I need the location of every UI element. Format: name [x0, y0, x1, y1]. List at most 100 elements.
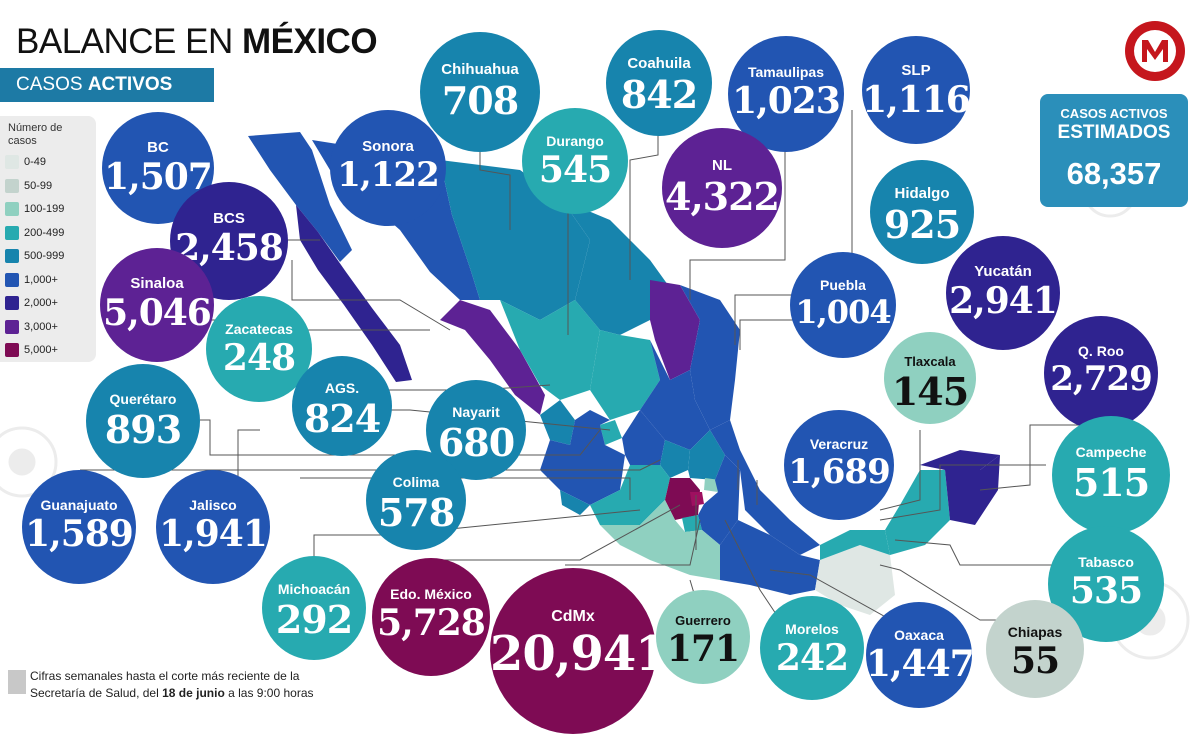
title-bold: MÉXICO [241, 22, 378, 61]
state-bubble: Zacatecas 248 [206, 296, 312, 402]
state-bubble: Querétaro 893 [86, 364, 200, 478]
legend-label: 500-999 [24, 250, 65, 262]
legend-swatch [5, 343, 19, 358]
total-label-line1: CASOS ACTIVOS [1060, 106, 1168, 121]
state-name: NL [712, 156, 732, 174]
state-name: Edo. México [390, 586, 472, 603]
state-value: 1,122 [337, 154, 439, 195]
state-value: 1,507 [104, 155, 213, 198]
region-ags [600, 420, 622, 445]
legend-label: 5,000+ [24, 344, 58, 356]
state-value: 2,729 [1050, 359, 1152, 400]
footnote-line2a: Secretaría de Salud, del [30, 686, 163, 700]
title-regular: BALANCE EN [16, 22, 233, 61]
state-name: BCS [213, 210, 245, 228]
state-value: 55 [1010, 639, 1060, 682]
state-name: Q. Roo [1078, 343, 1124, 360]
legend: Número de casos 0-49 50-99 100-199 200-499 5… [0, 116, 96, 362]
legend-item: 1,000+ [5, 272, 58, 288]
state-name: Veracruz [809, 436, 869, 453]
state-name: Zacatecas [225, 321, 293, 338]
state-bubble: NL 4,322 [662, 128, 782, 248]
state-value: 20,941 [490, 625, 669, 682]
region-sinaloa [440, 300, 545, 415]
state-name: Puebla [820, 277, 866, 294]
state-value: 2,941 [949, 280, 1058, 323]
state-bubble: Chihuahua 708 [420, 32, 540, 152]
state-name: Sinaloa [130, 275, 184, 293]
legend-label: 1,000+ [24, 273, 58, 286]
legend-label: 2,000+ [24, 297, 58, 309]
region-hidalgo [688, 430, 725, 480]
state-value: 5,728 [377, 602, 486, 645]
region-tamaulipas [680, 285, 740, 430]
region-puebla [698, 455, 740, 545]
legend-item: 5,000+ [5, 342, 58, 358]
legend-swatch [5, 272, 19, 287]
state-value: 680 [437, 420, 515, 465]
state-name: Coahuila [627, 55, 691, 73]
region-morelos [682, 515, 702, 532]
region-slp [640, 340, 710, 450]
region-zacatecas [590, 330, 660, 420]
state-bubble: Tlaxcala 145 [884, 332, 976, 424]
state-value: 708 [441, 77, 519, 123]
state-bubble: Durango 545 [522, 108, 628, 214]
region-durango [500, 300, 600, 400]
state-name: Nayarit [452, 404, 500, 420]
state-bubble: Michoacán 292 [262, 556, 366, 660]
state-name: Tabasco [1078, 553, 1134, 570]
region-chiapas [815, 545, 895, 615]
state-value: 824 [303, 396, 381, 441]
region-edomex [665, 478, 700, 520]
state-value: 5,046 [103, 292, 212, 335]
state-bubble: Guanajuato 1,589 [22, 470, 136, 584]
legend-label: 50-99 [24, 179, 53, 192]
state-bubble: SLP 1,116 [862, 36, 971, 144]
footnote-line1: Cifras semanales hasta el corte más reci… [30, 669, 300, 683]
state-value: 4,322 [665, 173, 780, 219]
legend-label: 200-499 [24, 226, 65, 239]
subtitle-bold: ACTIVOS [87, 74, 173, 95]
state-bubble: Guerrero 171 [656, 590, 750, 684]
legend-swatch [5, 202, 19, 217]
state-name: Jalisco [189, 497, 237, 514]
state-name: Querétaro [109, 391, 177, 408]
state-name: Sonora [362, 137, 414, 155]
state-value: 242 [775, 636, 849, 679]
region-bc [248, 132, 352, 262]
state-bubble: Jalisco 1,941 [156, 470, 270, 584]
footnote-line2c: a las 9:00 horas [224, 686, 314, 700]
state-bubble: CdMx 20,941 [490, 568, 669, 734]
legend-label: 100-199 [24, 203, 65, 215]
state-name: AGS. [324, 380, 360, 396]
state-name: BC [147, 138, 169, 156]
milenio-logo-icon [1125, 21, 1185, 81]
state-value: 1,116 [862, 78, 971, 121]
region-coahuila [562, 200, 668, 335]
state-value: 145 [891, 369, 969, 415]
region-queretaro [660, 440, 690, 478]
state-value: 515 [1072, 460, 1150, 506]
legend-swatch [5, 296, 19, 311]
state-bubble: AGS. 824 [292, 356, 392, 456]
state-name: Hidalgo [894, 184, 950, 202]
state-value: 1,447 [866, 643, 975, 686]
state-value: 578 [377, 490, 455, 535]
total-estimated-box: CASOS ACTIVOS ESTIMADOS 68,357 [1040, 94, 1188, 207]
state-name: Chihuahua [441, 60, 519, 78]
footnote-date: 18 de junio [162, 686, 225, 700]
state-bubble: Edo. México 5,728 [372, 558, 490, 676]
region-guerrero [600, 500, 720, 580]
state-name: SLP [901, 61, 931, 79]
legend-swatch [5, 178, 19, 193]
state-name: Morelos [785, 620, 839, 637]
state-name: Guerrero [675, 612, 731, 628]
state-value: 292 [275, 596, 353, 642]
state-name: Yucatán [974, 263, 1032, 281]
total-label-line2: ESTIMADOS [1057, 122, 1171, 143]
state-value: 1,023 [732, 79, 841, 122]
footnote: Cifras semanales hasta el corte más reci… [8, 668, 314, 702]
legend-item: 2,000+ [5, 295, 58, 311]
state-value: 893 [104, 407, 182, 453]
